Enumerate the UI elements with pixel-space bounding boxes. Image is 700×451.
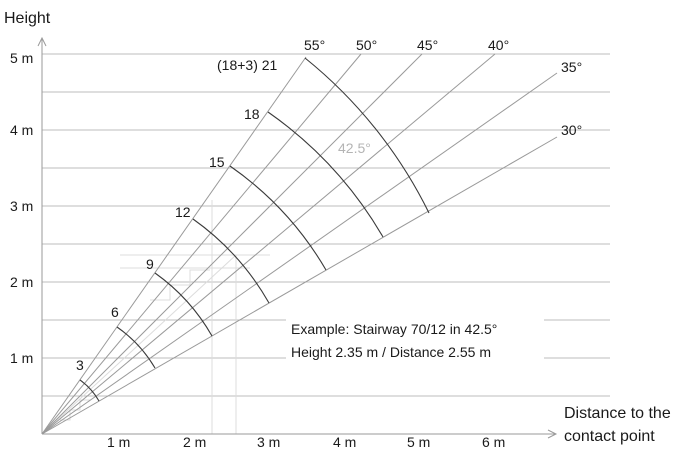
angle-label-45: 45° xyxy=(417,37,438,53)
y-tick-3m: 3 m xyxy=(10,198,33,214)
axes xyxy=(37,36,558,439)
example-annotation: Example: Stairway 70/12 in 42.5° Height … xyxy=(286,318,544,364)
step-label-18: 18 xyxy=(244,106,260,122)
arc-18-steps xyxy=(267,111,384,238)
height-gridlines xyxy=(42,53,610,397)
x-axis-title-line1: Distance to the xyxy=(564,405,671,422)
x-tick-2m: 2 m xyxy=(183,434,206,450)
angle-label-42-5: 42.5° xyxy=(338,140,371,156)
angle-label-35: 35° xyxy=(561,59,582,75)
y-axis-title: Height xyxy=(4,10,51,27)
step-count-labels: 3 6 9 12 15 18 (18+3) 21 xyxy=(76,57,278,373)
angle-label-55: 55° xyxy=(304,37,325,53)
x-axis-arrow xyxy=(547,429,558,439)
step-arcs xyxy=(79,57,430,402)
y-tick-1m: 1 m xyxy=(10,350,33,366)
x-tick-6m: 6 m xyxy=(482,434,505,450)
y-tick-5m: 5 m xyxy=(10,50,33,66)
ray-50 xyxy=(41,53,362,435)
arc-3-steps xyxy=(79,379,100,402)
step-label-3: 3 xyxy=(76,357,84,373)
y-tick-2m: 2 m xyxy=(10,274,33,290)
x-tick-1m: 1 m xyxy=(107,434,130,450)
y-axis-arrow xyxy=(37,36,47,47)
arc-12-steps xyxy=(192,218,270,304)
arc-6-steps xyxy=(116,326,156,369)
arc-9-steps xyxy=(154,272,213,337)
step-label-12: 12 xyxy=(175,204,191,220)
step-label-21: (18+3) 21 xyxy=(217,57,278,73)
step-label-15: 15 xyxy=(209,154,225,170)
angle-label-50: 50° xyxy=(356,37,377,53)
angle-label-30: 30° xyxy=(561,122,582,138)
step-label-6: 6 xyxy=(111,304,119,320)
y-tick-4m: 4 m xyxy=(10,122,33,138)
example-background xyxy=(286,318,544,364)
x-tick-5m: 5 m xyxy=(407,434,430,450)
arc-21-steps xyxy=(304,57,430,214)
x-tick-4m: 4 m xyxy=(333,434,356,450)
angle-rays xyxy=(41,53,558,435)
example-line-1: Example: Stairway 70/12 in 42.5° xyxy=(291,321,497,337)
step-label-9: 9 xyxy=(146,256,154,272)
angle-labels: 55° 50° 45° 40° 35° 30° 42.5° xyxy=(304,37,582,156)
angle-label-40: 40° xyxy=(488,37,509,53)
arc-15-steps xyxy=(229,165,327,271)
ray-35 xyxy=(41,72,558,435)
ray-30 xyxy=(41,136,558,435)
ray-45 xyxy=(41,53,423,435)
ray-55 xyxy=(41,56,307,435)
ray-40 xyxy=(41,53,496,435)
y-axis-ticks: 1 m 2 m 3 m 4 m 5 m xyxy=(10,50,33,366)
example-stairway-sketch xyxy=(41,200,270,435)
x-tick-3m: 3 m xyxy=(257,434,280,450)
x-axis-ticks: 1 m 2 m 3 m 4 m 5 m 6 m xyxy=(107,434,505,450)
x-axis-title-line2: contact point xyxy=(564,428,655,445)
example-line-2: Height 2.35 m / Distance 2.55 m xyxy=(291,344,491,360)
